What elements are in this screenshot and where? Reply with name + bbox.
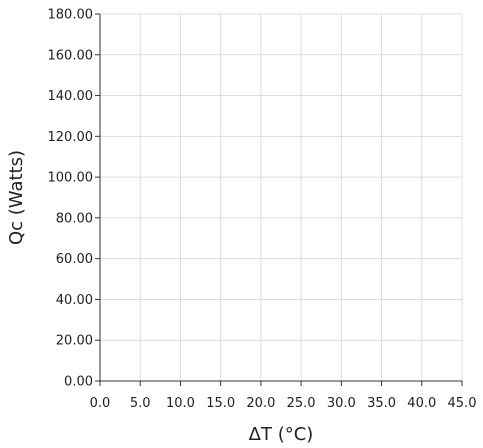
- y-tick-label: 120.00: [48, 130, 94, 145]
- axes: [99, 14, 462, 382]
- y-axis-title: Qc (Watts): [6, 150, 27, 245]
- x-tick-label: 30.0: [327, 396, 356, 411]
- x-tick-label: 10.0: [166, 396, 195, 411]
- x-tick-label: 40.0: [407, 396, 436, 411]
- x-tick-label: 0.0: [90, 396, 111, 411]
- x-axis-title: ΔT (°C): [249, 424, 314, 445]
- x-ticks: 0.0 5.0 10.0 15.0 20.0 25.0 30.0 35.0 40.0 45.0: [90, 381, 477, 411]
- x-tick-label: 5.0: [130, 396, 151, 411]
- x-tick-label: 45.0: [448, 396, 477, 411]
- y-tick-label: 20.00: [56, 334, 93, 349]
- grid: [100, 13, 463, 381]
- y-tick-label: 100.00: [48, 171, 94, 186]
- y-tick-label: 80.00: [56, 211, 93, 226]
- y-tick-label: 40.00: [56, 293, 93, 308]
- y-tick-label: 140.00: [48, 89, 94, 104]
- x-tick-label: 35.0: [367, 396, 396, 411]
- y-ticks: 0.00 20.00 40.00 60.00 80.00 100.00 120.00 140.…: [48, 8, 100, 390]
- x-tick-label: 20.0: [246, 396, 275, 411]
- x-tick-label: 25.0: [287, 396, 316, 411]
- x-tick-label: 15.0: [206, 396, 235, 411]
- y-tick-label: 180.00: [48, 8, 94, 23]
- y-tick-label: 60.00: [56, 252, 93, 267]
- y-tick-label: 0.00: [64, 375, 93, 390]
- y-tick-label: 160.00: [48, 48, 94, 63]
